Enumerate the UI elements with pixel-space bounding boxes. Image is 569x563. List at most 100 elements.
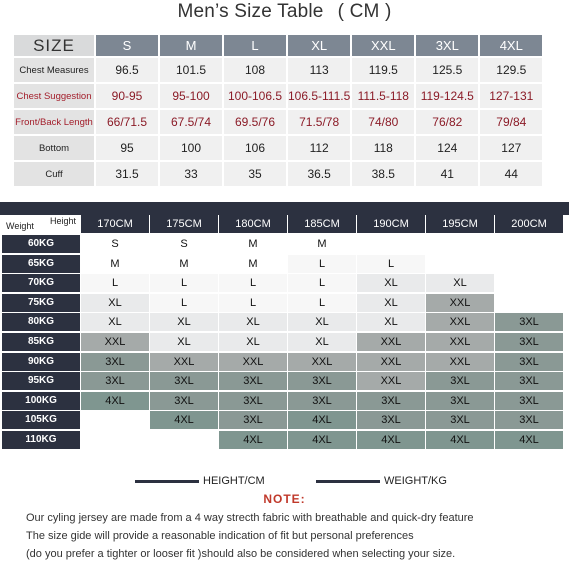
measure-value: 69.5/76 <box>224 110 286 134</box>
size-cell: 4XL <box>495 431 563 450</box>
height-header: 170CM <box>81 215 149 233</box>
size-cell: XXL <box>426 293 494 312</box>
size-column-header: L <box>224 35 286 56</box>
size-cell: 3XL <box>81 352 149 371</box>
size-column-header: S <box>96 35 158 56</box>
weight-header: 65KG <box>2 254 80 273</box>
size-cell: L <box>81 274 149 293</box>
size-cell: L <box>219 274 287 293</box>
size-cell: XXL <box>357 352 425 371</box>
size-column-header: XXL <box>352 35 415 56</box>
measure-row: Cuff 31.5 33 35 36.5 38.5 41 44 <box>14 162 543 186</box>
size-cell: M <box>288 235 356 254</box>
legend-height: HEIGHT/CM <box>135 475 265 489</box>
measure-value: 108 <box>224 58 286 82</box>
measure-value: 112 <box>288 136 351 160</box>
measure-value: 111.5-118 <box>352 84 415 108</box>
size-cell <box>495 254 563 273</box>
size-table: SIZE S M L XL XXL 3XL 4XL Chest Measures 96.5 101.… <box>12 33 544 188</box>
size-cell: XXL <box>426 333 494 352</box>
size-cell: XXL <box>426 313 494 332</box>
legend-height-label: HEIGHT/CM <box>203 475 265 487</box>
weight-header: 60KG <box>2 235 80 254</box>
measure-value: 95-100 <box>160 84 222 108</box>
note-line: Our cyling jersey are made from a 4 way … <box>26 512 474 524</box>
measure-value: 76/82 <box>416 110 479 134</box>
size-cell: 3XL <box>495 333 563 352</box>
measure-value: 129.5 <box>480 58 543 82</box>
size-cell: M <box>219 235 287 254</box>
size-cell: XXL <box>357 372 425 391</box>
measure-value: 71.5/78 <box>288 110 351 134</box>
size-cell: 4XL <box>357 431 425 450</box>
size-cell: 3XL <box>426 411 494 430</box>
height-header: 200CM <box>495 215 563 233</box>
size-cell: XXL <box>426 352 494 371</box>
measure-row: Chest Suggestion 90-95 95-100 100-106.5 106.… <box>14 84 543 108</box>
measure-value: 38.5 <box>352 162 415 186</box>
size-cell: 4XL <box>288 431 356 450</box>
note-line: (do you prefer a tighter or looser fit )… <box>26 548 456 560</box>
size-cell: L <box>288 293 356 312</box>
weight-header: 105KG <box>2 411 80 430</box>
height-weight-grid: Height Weight 170CM 175CM 180CM 185CM 190CM 195… <box>0 202 569 467</box>
size-cell: XL <box>288 333 356 352</box>
weight-header: 95KG <box>2 372 80 391</box>
legend-weight-label: WEIGHT/KG <box>384 475 447 487</box>
measure-value: 79/84 <box>480 110 543 134</box>
note-line: The size gide will provide a reasonable … <box>26 530 414 542</box>
measure-value: 119-124.5 <box>416 84 479 108</box>
size-cell <box>150 431 218 450</box>
size-cell <box>495 293 563 312</box>
size-cell: 3XL <box>495 391 563 410</box>
size-cell <box>495 274 563 293</box>
measure-value: 100-106.5 <box>224 84 286 108</box>
measure-value: 127 <box>480 136 543 160</box>
size-cell: XL <box>219 313 287 332</box>
size-cell: 3XL <box>219 411 287 430</box>
size-cell <box>495 235 563 254</box>
height-header: 175CM <box>150 215 218 233</box>
size-cell: XXL <box>81 333 149 352</box>
size-cell: L <box>150 274 218 293</box>
size-cell: XXL <box>288 352 356 371</box>
size-cell: 3XL <box>150 391 218 410</box>
size-cell <box>426 254 494 273</box>
legend-weight: WEIGHT/KG <box>316 475 447 489</box>
size-column-header: M <box>160 35 222 56</box>
size-cell: XL <box>150 313 218 332</box>
measure-row: Front/Back Length 66/71.5 67.5/74 69.5/76 71… <box>14 110 543 134</box>
weight-header: 90KG <box>2 352 80 371</box>
size-cell: 3XL <box>357 411 425 430</box>
size-cell <box>357 235 425 254</box>
size-cell: XL <box>426 274 494 293</box>
measure-value: 90-95 <box>96 84 158 108</box>
height-header: 180CM <box>219 215 287 233</box>
measure-value: 95 <box>96 136 158 160</box>
weight-header: 85KG <box>2 333 80 352</box>
size-cell: 4XL <box>288 411 356 430</box>
measure-value: 125.5 <box>416 58 479 82</box>
size-cell: 3XL <box>219 391 287 410</box>
size-column-header: XL <box>288 35 351 56</box>
size-cell: S <box>81 235 149 254</box>
size-cell: XL <box>357 274 425 293</box>
title-unit: ( CM ) <box>337 1 392 22</box>
measure-value: 100 <box>160 136 222 160</box>
measure-value: 35 <box>224 162 286 186</box>
size-cell: M <box>219 254 287 273</box>
measure-value: 118 <box>352 136 415 160</box>
size-cell <box>81 411 149 430</box>
size-cell: 3XL <box>288 372 356 391</box>
title-text: Men’s Size Table <box>177 1 324 22</box>
size-cell: 4XL <box>219 431 287 450</box>
size-cell: XXL <box>357 333 425 352</box>
measure-value: 74/80 <box>352 110 415 134</box>
size-cell: 3XL <box>150 372 218 391</box>
size-cell: S <box>150 235 218 254</box>
size-cell: M <box>81 254 149 273</box>
measure-value: 33 <box>160 162 222 186</box>
size-cell: 3XL <box>495 411 563 430</box>
size-cell: 4XL <box>150 411 218 430</box>
size-cell: XL <box>219 333 287 352</box>
